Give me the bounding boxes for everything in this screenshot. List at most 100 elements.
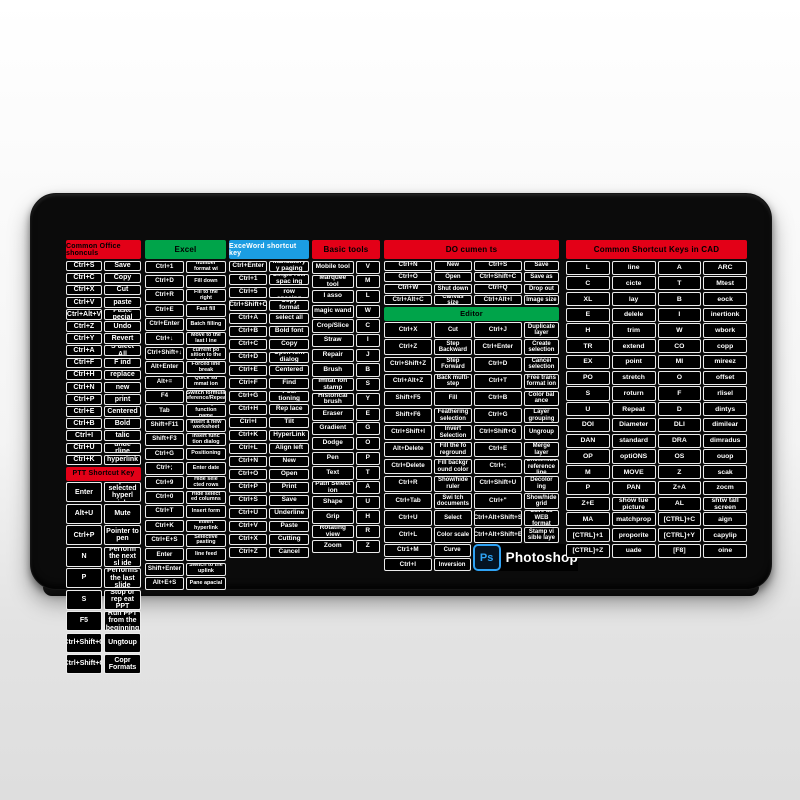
shortcut-label: scak [703, 465, 747, 480]
shortcut-label: Gradient [312, 422, 354, 436]
shortcut-row: Pen P [312, 451, 380, 465]
shortcut-row: S Stop or rep eat PPT [66, 589, 141, 610]
shortcut-row: [CTRL]+Z uade [F8] oine [566, 543, 747, 558]
shortcut-row: Text T [312, 466, 380, 480]
shortcut-key: Ctrl+Z [229, 546, 268, 558]
shortcut-key: Shift+Enter [145, 562, 184, 576]
shortcut-row: Ctrl+Enter Mandatory y paging [229, 260, 309, 272]
shortcut-label: Fast fill [185, 303, 226, 317]
shortcut-row: Dodge O [312, 436, 380, 451]
shortcut-label: cicte [611, 276, 656, 291]
shortcut-label: Color scale [434, 527, 472, 543]
shortcut-row: Ctrl+G Posi tioning [229, 390, 309, 402]
shortcut-label: hyperlink [104, 454, 141, 466]
shortcut-key: Ctrl+Z [384, 339, 433, 356]
office-section-title: Common Office shonculs [66, 240, 141, 259]
shortcut-label: Batch filling [185, 318, 226, 331]
shortcut-label: New [269, 455, 309, 467]
shortcut-label: Forced line break [185, 361, 226, 375]
shortcut-key: Ctrl+Alt+Z [384, 373, 433, 390]
shortcut-key: Ctrl+Alt+Shift+S [473, 510, 522, 526]
shortcut-label: Straw [312, 334, 354, 348]
shortcut-label: lay [611, 291, 656, 307]
shortcut-key: S [355, 378, 380, 392]
ppt-rows: EnterOpen selected hyperl inkAlt+UMuteCt… [66, 482, 141, 674]
shortcut-row: Ctrl+A S ulect All [66, 345, 141, 357]
shortcut-key: Ctrl+S [229, 494, 268, 506]
shortcut-label: Open the number format wi ndow [185, 260, 226, 274]
shortcut-key: F4 [145, 390, 184, 403]
shortcut-label: Insert a new worksheet [185, 418, 226, 432]
shortcut-key: OS [657, 449, 702, 464]
shortcut-label: Pointer to pen [104, 525, 141, 546]
shortcut-key: C [566, 276, 610, 291]
shortcut-key: W [657, 323, 702, 338]
shortcut-row: Ctrl+F Find [229, 377, 309, 389]
documents-section-title: DO cumen ts [384, 240, 559, 259]
shortcut-label: Copy [269, 338, 309, 350]
shortcut-label: ouop [703, 449, 747, 464]
shortcut-label: Selective pasting [185, 533, 226, 547]
shortcut-key: F5 [66, 611, 102, 632]
shortcut-key: Ctrl+1 [145, 260, 184, 274]
shortcut-label: Curve [433, 544, 471, 557]
shortcut-label: Performs the last slide [104, 568, 141, 589]
shortcut-key: Ctrl+P [229, 481, 268, 493]
ppt-section-title: PTT Shortcut Key [66, 466, 141, 481]
shortcut-label: Historical brush [312, 392, 354, 407]
shortcut-key: Ctrl+X [229, 533, 268, 545]
shortcut-row: Ctrl+Z Step Backward Ctrl+Enter Create sele… [384, 339, 559, 356]
shortcut-label: Fill [434, 390, 472, 407]
shortcut-key: MA [566, 512, 610, 527]
shortcut-label: Stop or rep eat PPT [104, 589, 141, 610]
photoshop-wordmark: Photoshop [505, 550, 578, 566]
shortcut-label: Underline [269, 507, 309, 519]
shortcut-row: Shift+F11 Insert a new worksheet [145, 418, 226, 432]
shortcut-row: Alt+E+S Pane apacial [145, 577, 226, 590]
shortcut-key: Ctrl+B [66, 418, 102, 429]
shortcut-label: New [434, 260, 472, 271]
shortcut-row: Z+E show tue picture AL shtw tall screen [566, 496, 747, 511]
shortcut-key: [F8] [657, 543, 702, 558]
shortcut-key: Ctrl+U [229, 507, 268, 519]
shortcut-row: Ctrl+Alt+C Canvas size Ctrl+Alt+I Image siz… [384, 295, 559, 306]
shortcut-row: magic wand W [312, 304, 380, 318]
shortcut-key: A [657, 260, 702, 275]
shortcut-row: Ctrl+X Cut Ctrl+J Duplicate layer [384, 322, 559, 338]
shortcut-key: Ctrl+E+S [145, 533, 184, 547]
shortcut-key: Ctrl+A [229, 312, 268, 324]
shortcut-label: shtw tall screen [703, 496, 747, 511]
shortcut-key: Ctrl+N [66, 381, 102, 393]
shortcut-row: Ctrl+Enter Batch filling [145, 318, 226, 331]
shortcut-label: Fill to the right [185, 289, 226, 303]
shortcut-label: Show/hide reference line [523, 458, 559, 475]
shortcut-row: Ctrl+Z Cancel [229, 546, 309, 558]
shortcut-label: Zoom [312, 539, 354, 554]
shortcut-row: Alt+= Quick su mmat ion [145, 375, 226, 389]
shortcut-label: Copr Formats [104, 654, 141, 674]
shortcut-key: Ctrl+I [66, 430, 102, 442]
cad-section-title: Common Shortcut Keys in CAD [566, 240, 747, 259]
shortcut-row: Ctrl+F F ind [66, 357, 141, 369]
shortcut-label: Repair [312, 348, 354, 362]
shortcut-label: Paste pecial [104, 309, 141, 320]
shortcut-key: Ctrl+Shift+G [473, 424, 522, 441]
shortcut-key: AL [657, 496, 702, 511]
column-documents: DO cumen ts Ctrl+N New Ctrl+S Save Ctrl+O Ope… [384, 240, 578, 572]
shortcut-key: DAN [566, 433, 610, 448]
shortcut-key: EX [566, 354, 610, 370]
shortcut-label: S ulect All [104, 345, 141, 357]
shortcut-key: Ctrl+E [473, 441, 522, 458]
shortcut-label: show tue picture [611, 496, 656, 511]
shortcut-label: unde rline [104, 442, 141, 454]
shortcut-key: H [566, 323, 610, 338]
shortcut-label: print [104, 394, 141, 405]
shortcut-row: Crop/Slice C [312, 319, 380, 333]
shortcut-key: Ctrl+S [66, 260, 102, 272]
shortcut-key: [CTRL]+C [657, 512, 702, 527]
shortcut-label: Show/hide ruler [434, 475, 472, 492]
